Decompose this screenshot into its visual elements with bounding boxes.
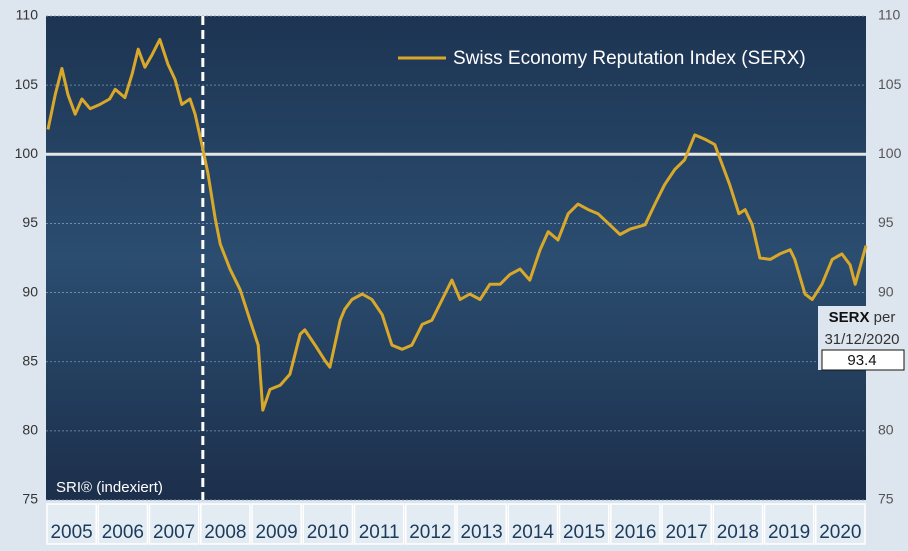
x-tick-label: 2016 [614, 522, 656, 543]
y2-tick-label: 80 [878, 422, 894, 438]
year-box [558, 503, 610, 545]
annotation-value-box [821, 349, 905, 371]
year-box [763, 503, 815, 545]
x-tick-label: 2018 [717, 522, 759, 543]
x-tick-label: 2017 [665, 522, 707, 543]
legend-label: Swiss Economy Reputation Index (SERX) [453, 48, 806, 69]
year-box [46, 503, 97, 545]
year-box [815, 503, 866, 545]
year-box [148, 503, 200, 545]
year-box [405, 503, 456, 545]
year-box [97, 503, 149, 545]
y2-tick-label: 110 [878, 7, 901, 23]
axis-note: SRI® (indexiert) [56, 479, 163, 496]
year-box [507, 503, 559, 545]
year-box [456, 503, 507, 545]
x-tick-label: 2011 [359, 522, 400, 543]
y-tick-label: 85 [22, 352, 38, 368]
y2-tick-label: 95 [878, 214, 894, 230]
year-box [661, 503, 712, 545]
y-tick-label: 100 [15, 145, 39, 161]
annotation-label: SERX [829, 309, 870, 326]
x-tick-label: 2010 [307, 522, 349, 543]
x-tick-label: 2015 [563, 522, 605, 543]
x-tick-label: 2013 [460, 522, 502, 543]
annotation-date: 31/12/2020 [824, 331, 899, 348]
y2-tick-label: 100 [878, 145, 902, 161]
x-tick-label: 2012 [409, 522, 451, 543]
x-tick-label: 2007 [153, 522, 195, 543]
y-tick-label: 95 [22, 214, 38, 230]
x-tick-label: 2019 [768, 522, 810, 543]
y-tick-label: 90 [22, 283, 38, 299]
y2-tick-label: 105 [878, 76, 902, 92]
x-tick-label: 2006 [102, 522, 144, 543]
year-box [353, 503, 405, 545]
x-tick-label: 2014 [512, 522, 555, 543]
y2-tick-label: 75 [878, 491, 894, 507]
annotation-value: 93.4 [847, 352, 876, 369]
y-tick-label: 75 [22, 491, 38, 507]
annotation-line1: SERX per [829, 309, 896, 326]
x-tick-label: 2009 [255, 522, 297, 543]
x-tick-label: 2005 [50, 522, 92, 543]
y-tick-label: 105 [15, 76, 39, 92]
data-line [46, 38, 868, 412]
year-box [610, 503, 661, 545]
year-box [200, 503, 251, 545]
year-box [712, 503, 764, 545]
year-box [302, 503, 354, 545]
plot-background [46, 16, 866, 500]
x-tick-label: 2008 [204, 522, 246, 543]
year-box [251, 503, 302, 545]
y-tick-label: 80 [22, 422, 38, 438]
annotation-text: per [874, 309, 896, 326]
chart-layer: 7575808085859090959510010010510511011020… [15, 7, 908, 545]
y2-tick-label: 90 [878, 283, 894, 299]
y-tick-label: 110 [16, 7, 39, 23]
x-tick-label: 2020 [819, 522, 861, 543]
